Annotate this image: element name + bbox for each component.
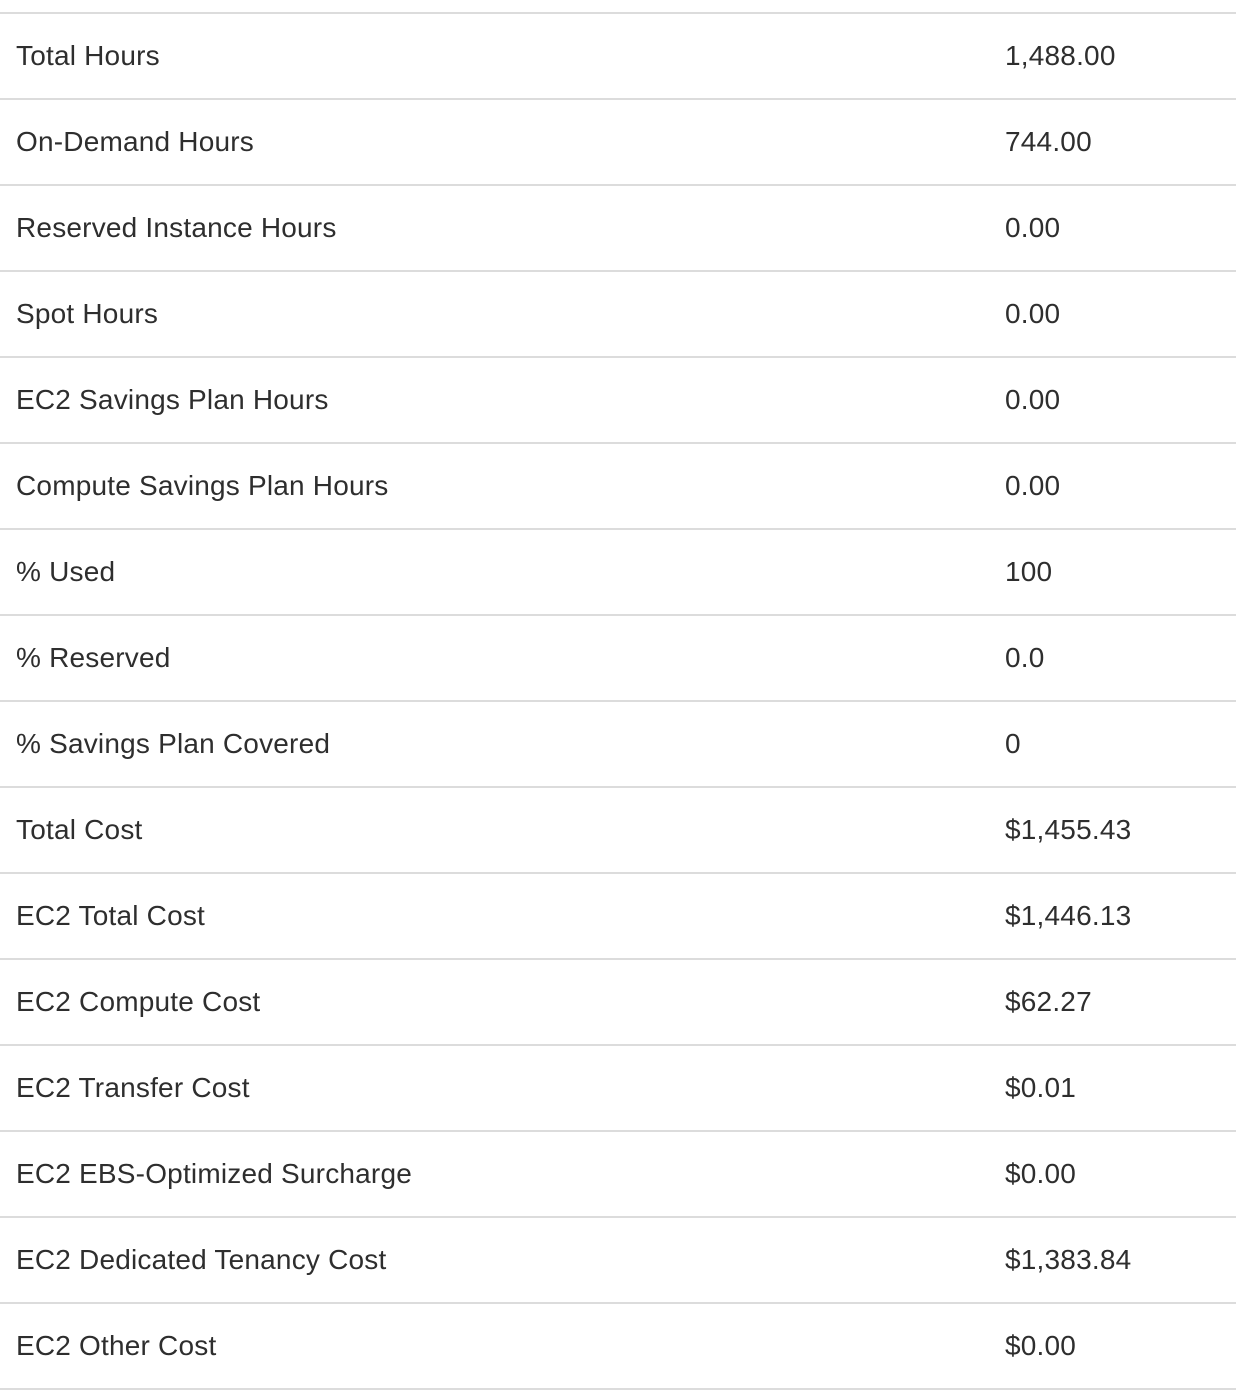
row-label: % Savings Plan Covered — [16, 728, 331, 759]
row-value: $0.00 — [1005, 1158, 1077, 1189]
row-value: $1,446.13 — [1005, 900, 1132, 931]
row-label: EC2 Savings Plan Hours — [16, 384, 329, 415]
row-label: EC2 Compute Cost — [16, 986, 261, 1017]
row-value: 0.00 — [1005, 470, 1061, 501]
table-row-percent-savings-plan-covered: % Savings Plan Covered 0 — [0, 700, 1236, 786]
row-value: 100 — [1005, 556, 1053, 587]
table-row-ec2-compute-cost: EC2 Compute Cost $62.27 — [0, 958, 1236, 1044]
row-value: $1,383.84 — [1005, 1244, 1132, 1275]
table-row-percent-reserved: % Reserved 0.0 — [0, 614, 1236, 700]
row-label: EC2 Total Cost — [16, 900, 206, 931]
row-label: EC2 Dedicated Tenancy Cost — [16, 1244, 387, 1275]
table-row-percent-used: % Used 100 — [0, 528, 1236, 614]
cost-summary-table: Total Hours 1,488.00 On-Demand Hours 744… — [0, 12, 1236, 1390]
table-row-ec2-ebs-optimized-surcharge: EC2 EBS-Optimized Surcharge $0.00 — [0, 1130, 1236, 1216]
row-value: 1,488.00 — [1005, 40, 1116, 71]
table-row-total-cost: Total Cost $1,455.43 — [0, 786, 1236, 872]
row-value: 744.00 — [1005, 126, 1092, 157]
row-label: Total Hours — [16, 40, 160, 71]
row-label: % Reserved — [16, 642, 171, 673]
row-label: EC2 EBS-Optimized Surcharge — [16, 1158, 413, 1189]
row-value: $1,455.43 — [1005, 814, 1132, 845]
table-row-ec2-dedicated-tenancy-cost: EC2 Dedicated Tenancy Cost $1,383.84 — [0, 1216, 1236, 1302]
row-label: Compute Savings Plan Hours — [16, 470, 389, 501]
table-row-ec2-transfer-cost: EC2 Transfer Cost $0.01 — [0, 1044, 1236, 1130]
row-value: $0.00 — [1005, 1330, 1077, 1361]
row-label: Spot Hours — [16, 298, 159, 329]
table-row-compute-savings-plan-hours: Compute Savings Plan Hours 0.00 — [0, 442, 1236, 528]
row-label: EC2 Transfer Cost — [16, 1072, 250, 1103]
row-label: EC2 Other Cost — [16, 1330, 217, 1361]
row-value: 0.00 — [1005, 298, 1061, 329]
table-row-ec2-other-cost: EC2 Other Cost $0.00 — [0, 1302, 1236, 1388]
row-label: % Used — [16, 556, 116, 587]
row-label: On-Demand Hours — [16, 126, 254, 157]
row-value: 0 — [1005, 728, 1021, 759]
row-label: Reserved Instance Hours — [16, 212, 337, 243]
table-row-ec2-savings-plan-hours: EC2 Savings Plan Hours 0.00 — [0, 356, 1236, 442]
table-row-reserved-instance-hours: Reserved Instance Hours 0.00 — [0, 184, 1236, 270]
table-row-on-demand-hours: On-Demand Hours 744.00 — [0, 98, 1236, 184]
row-value: 0.0 — [1005, 642, 1045, 673]
table-row-ec2-total-cost: EC2 Total Cost $1,446.13 — [0, 872, 1236, 958]
row-value: 0.00 — [1005, 212, 1061, 243]
table-row-spot-hours: Spot Hours 0.00 — [0, 270, 1236, 356]
table-row-total-hours: Total Hours 1,488.00 — [0, 12, 1236, 98]
row-label: Total Cost — [16, 814, 143, 845]
row-value: $0.01 — [1005, 1072, 1077, 1103]
row-value: $62.27 — [1005, 986, 1092, 1017]
row-value: 0.00 — [1005, 384, 1061, 415]
